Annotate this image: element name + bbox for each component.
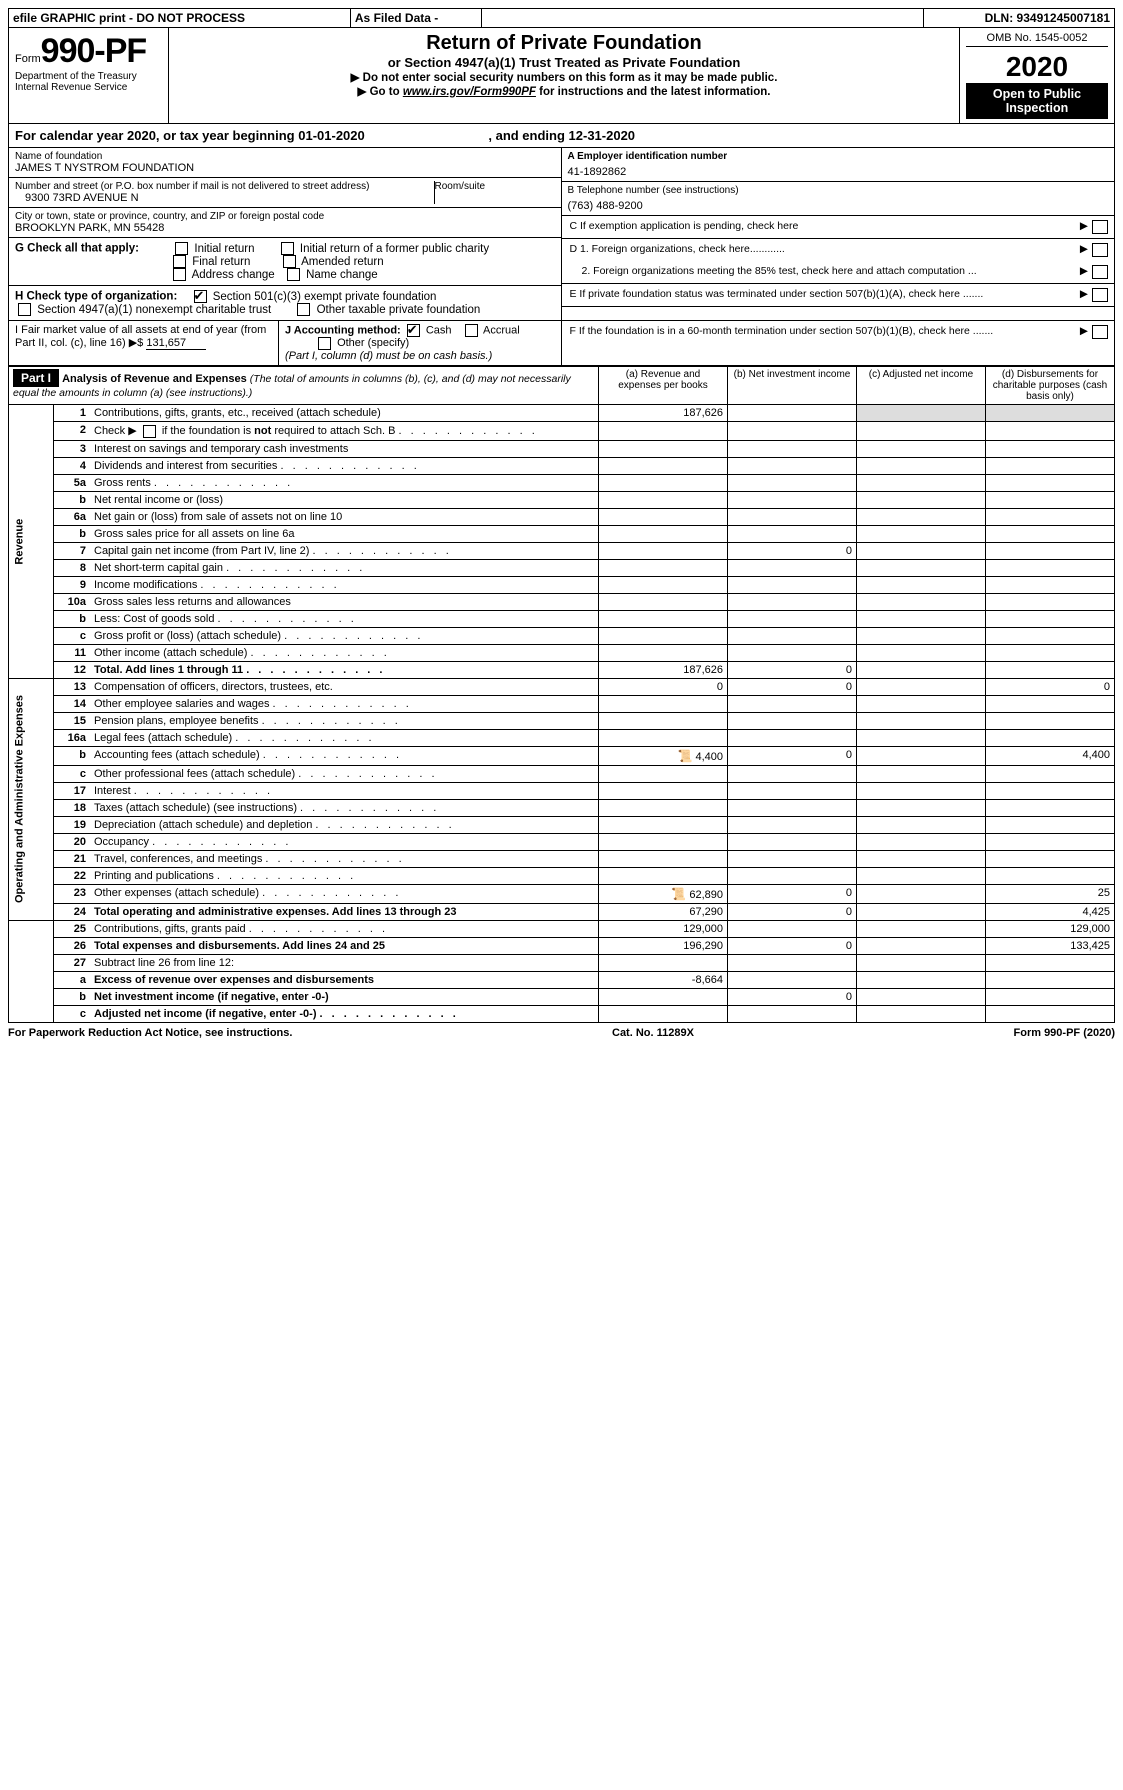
- phone-value: (763) 488-9200: [568, 196, 1109, 212]
- form-ref: Form 990-PF (2020): [1014, 1027, 1116, 1039]
- expenses-label: Operating and Administrative Expenses: [9, 678, 54, 920]
- efile-notice: efile GRAPHIC print - DO NOT PROCESS: [9, 9, 351, 28]
- dept-treasury: Department of the Treasury: [15, 71, 162, 82]
- ein-value: 41-1892862: [568, 162, 1109, 178]
- accrual-checkbox: [465, 324, 478, 337]
- city-state-zip: BROOKLYN PARK, MN 55428: [15, 222, 555, 234]
- form-990pf: efile GRAPHIC print - DO NOT PROCESS As …: [8, 8, 1115, 28]
- part1-table: Part I Analysis of Revenue and Expenses …: [8, 366, 1115, 1023]
- irs-link[interactable]: www.irs.gov/Form990PF: [403, 86, 536, 98]
- col-c-header: (c) Adjusted net income: [857, 367, 986, 405]
- schb-checkbox: [143, 425, 156, 438]
- addr-label: Number and street (or P.O. box number if…: [15, 181, 434, 192]
- section-e: E If private foundation status was termi…: [562, 284, 1115, 307]
- calendar-year-row: For calendar year 2020, or tax year begi…: [9, 124, 1114, 148]
- form-number: 990-PF: [41, 32, 147, 70]
- omb-number: OMB No. 1545-0052: [966, 32, 1108, 47]
- other-method-checkbox: [318, 337, 331, 350]
- name-change-checkbox: [287, 268, 300, 281]
- col-b-header: (b) Net investment income: [728, 367, 857, 405]
- ssn-warning: ▶ Do not enter social security numbers o…: [175, 70, 953, 84]
- col-d-header: (d) Disbursements for charitable purpose…: [986, 367, 1115, 405]
- part1-label: Part I: [13, 369, 59, 387]
- city-label: City or town, state or province, country…: [15, 211, 555, 222]
- initial-return-checkbox: [175, 242, 188, 255]
- part1-title: Analysis of Revenue and Expenses: [62, 373, 247, 385]
- paperwork-notice: For Paperwork Reduction Act Notice, see …: [8, 1027, 292, 1039]
- section-g: G Check all that apply: Initial return I…: [9, 238, 561, 286]
- tax-year: 2020: [966, 51, 1108, 83]
- as-filed: As Filed Data -: [350, 9, 481, 28]
- section-c: C If exemption application is pending, c…: [562, 216, 1115, 239]
- section-d1: D 1. Foreign organizations, check here..…: [562, 239, 1115, 261]
- cat-no: Cat. No. 11289X: [612, 1027, 694, 1039]
- form-subtitle: or Section 4947(a)(1) Trust Treated as P…: [175, 55, 953, 70]
- other-taxable-checkbox: [297, 303, 310, 316]
- section-f: F If the foundation is in a 60-month ter…: [562, 321, 1115, 365]
- 4947a1-checkbox: [18, 303, 31, 316]
- scroll-icon[interactable]: 📜: [671, 887, 686, 901]
- final-return-checkbox: [173, 255, 186, 268]
- ein-label: A Employer identification number: [568, 151, 1109, 162]
- section-d2: 2. Foreign organizations meeting the 85%…: [562, 261, 1115, 284]
- amended-return-checkbox: [283, 255, 296, 268]
- dln: DLN: 93491245007181: [924, 9, 1115, 28]
- cash-checkbox: [407, 324, 420, 337]
- section-j: J Accounting method: Cash Accrual Other …: [279, 321, 561, 365]
- public-inspection: Open to Public Inspection: [966, 83, 1108, 119]
- link-instructions: ▶ Go to www.irs.gov/Form990PF for instru…: [175, 84, 953, 98]
- col-a-header: (a) Revenue and expenses per books: [599, 367, 728, 405]
- room-label: Room/suite: [435, 181, 555, 192]
- street-address: 9300 73RD AVENUE N: [15, 192, 434, 204]
- scroll-icon[interactable]: 📜: [677, 749, 692, 763]
- name-label: Name of foundation: [15, 151, 555, 162]
- section-i: I Fair market value of all assets at end…: [9, 321, 279, 365]
- fmv-value: 131,657: [146, 337, 206, 350]
- form-id-block: Form990-PF Department of the Treasury In…: [9, 28, 169, 123]
- 501c3-checkbox: [194, 290, 207, 303]
- revenue-label: Revenue: [9, 405, 54, 679]
- address-change-checkbox: [173, 268, 186, 281]
- phone-label: B Telephone number (see instructions): [568, 185, 1109, 196]
- irs: Internal Revenue Service: [15, 82, 162, 93]
- former-charity-checkbox: [281, 242, 294, 255]
- section-h: H Check type of organization: Section 50…: [9, 286, 561, 320]
- foundation-name: JAMES T NYSTROM FOUNDATION: [15, 162, 555, 174]
- form-title: Return of Private Foundation: [175, 32, 953, 55]
